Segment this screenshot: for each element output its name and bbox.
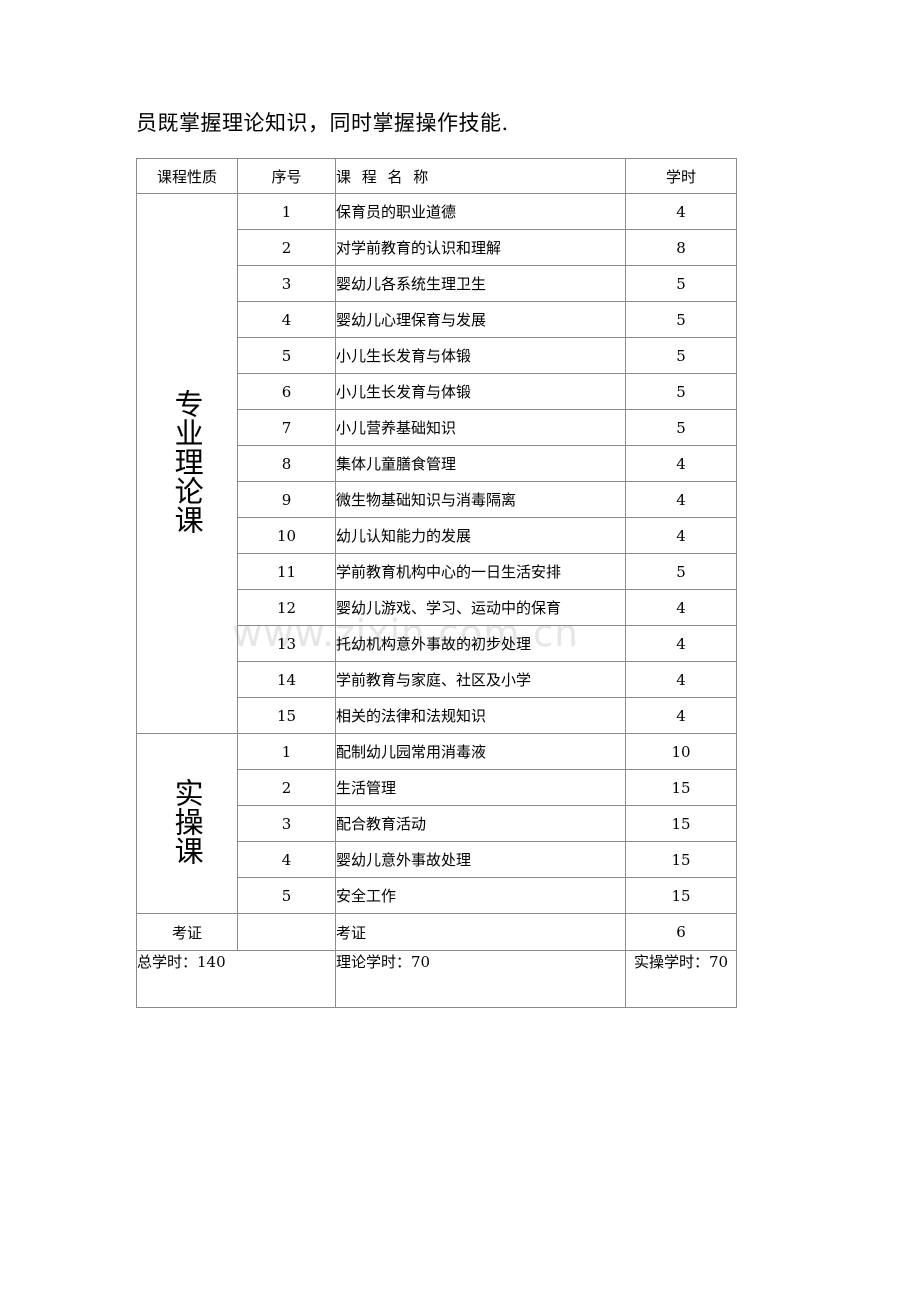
row-index: 5 xyxy=(237,877,336,914)
table-row: 实操课 1 配制幼儿园常用消毒液 10 xyxy=(136,733,737,914)
intro-paragraph: 员既掌握理论知识，同时掌握操作技能. xyxy=(136,111,509,135)
table-row: 6 小儿生长发育与体锻 5 xyxy=(137,373,737,410)
row-course-name: 婴幼儿意外事故处理 xyxy=(335,841,626,878)
row-index: 12 xyxy=(237,589,336,626)
theory-hours: 理论学时：70 xyxy=(335,950,626,1008)
table-row: 9 微生物基础知识与消毒隔离 4 xyxy=(137,481,737,518)
row-hours: 5 xyxy=(625,265,737,302)
exam-nature: 考证 xyxy=(136,913,238,951)
row-hours: 15 xyxy=(625,805,737,842)
row-course-name: 托幼机构意外事故的初步处理 xyxy=(335,625,626,662)
row-hours: 5 xyxy=(625,409,737,446)
exam-course-name: 考证 xyxy=(335,913,626,951)
header-hours: 学时 xyxy=(625,158,737,194)
group-label-practice: 实操课 xyxy=(136,733,238,914)
group-label-theory: 专业理论课 xyxy=(136,193,238,734)
table-row: 3 婴幼儿各系统生理卫生 5 xyxy=(137,265,737,302)
table-row: 5 小儿生长发育与体锻 5 xyxy=(137,337,737,374)
table-row: 7 小儿营养基础知识 5 xyxy=(137,409,737,446)
row-hours: 5 xyxy=(625,301,737,338)
row-course-name: 小儿营养基础知识 xyxy=(335,409,626,446)
row-course-name: 幼儿认知能力的发展 xyxy=(335,517,626,554)
row-hours: 8 xyxy=(625,229,737,266)
row-index: 9 xyxy=(237,481,336,518)
table-row: 5 安全工作 15 xyxy=(137,877,737,914)
table-row: 11 学前教育机构中心的一日生活安排 5 xyxy=(137,553,737,590)
row-hours: 5 xyxy=(625,373,737,410)
row-course-name: 保育员的职业道德 xyxy=(335,193,626,230)
row-index: 14 xyxy=(237,661,336,698)
exam-index xyxy=(237,913,336,951)
row-course-name: 配合教育活动 xyxy=(335,805,626,842)
row-hours: 4 xyxy=(625,193,737,230)
table-row: 专业理论课 1 保育员的职业道德 4 xyxy=(136,193,737,734)
course-schedule-table: 课程性质 序号 课 程 名 称 学时 专业理论课 1 保育员的职业道德 4 2 … xyxy=(136,158,737,1008)
row-course-name: 婴幼儿心理保育与发展 xyxy=(335,301,626,338)
row-hours: 4 xyxy=(625,661,737,698)
table-header-row: 课程性质 序号 课 程 名 称 学时 xyxy=(136,158,737,194)
table-row: 8 集体儿童膳食管理 4 xyxy=(137,445,737,482)
row-hours: 10 xyxy=(625,733,737,770)
row-hours: 4 xyxy=(625,625,737,662)
exam-hours: 6 xyxy=(625,913,737,951)
row-index: 2 xyxy=(237,769,336,806)
row-hours: 4 xyxy=(625,481,737,518)
row-course-name: 学前教育与家庭、社区及小学 xyxy=(335,661,626,698)
header-course-name: 课 程 名 称 xyxy=(335,158,626,194)
exam-row: 考证 考证 6 xyxy=(136,913,737,951)
row-index: 6 xyxy=(237,373,336,410)
group-label-practice-text: 实操课 xyxy=(170,778,205,865)
row-hours: 4 xyxy=(625,697,737,734)
row-course-name: 婴幼儿游戏、学习、运动中的保育 xyxy=(335,589,626,626)
row-hours: 15 xyxy=(625,841,737,878)
row-index: 7 xyxy=(237,409,336,446)
header-index: 序号 xyxy=(237,158,336,194)
row-index: 3 xyxy=(237,805,336,842)
table-row: 14 学前教育与家庭、社区及小学 4 xyxy=(137,661,737,698)
row-course-name: 集体儿童膳食管理 xyxy=(335,445,626,482)
row-course-name: 微生物基础知识与消毒隔离 xyxy=(335,481,626,518)
row-course-name: 小儿生长发育与体锻 xyxy=(335,373,626,410)
total-hours: 总学时：140 xyxy=(136,950,336,1008)
row-course-name: 相关的法律和法规知识 xyxy=(335,697,626,734)
row-hours: 5 xyxy=(625,553,737,590)
row-index: 4 xyxy=(237,841,336,878)
row-course-name: 生活管理 xyxy=(335,769,626,806)
row-course-name: 安全工作 xyxy=(335,877,626,914)
group-label-theory-text: 专业理论课 xyxy=(170,389,205,534)
row-index: 2 xyxy=(237,229,336,266)
table-row: 4 婴幼儿心理保育与发展 5 xyxy=(137,301,737,338)
row-hours: 5 xyxy=(625,337,737,374)
table-row: 4 婴幼儿意外事故处理 15 xyxy=(137,841,737,878)
row-hours: 15 xyxy=(625,877,737,914)
row-index: 8 xyxy=(237,445,336,482)
row-hours: 4 xyxy=(625,445,737,482)
row-index: 3 xyxy=(237,265,336,302)
table-row: 12 婴幼儿游戏、学习、运动中的保育 4 xyxy=(137,589,737,626)
totals-row: 总学时：140 理论学时：70 实操学时：70 xyxy=(136,950,737,1008)
header-nature: 课程性质 xyxy=(136,158,238,194)
row-index: 5 xyxy=(237,337,336,374)
row-index: 10 xyxy=(237,517,336,554)
row-index: 15 xyxy=(237,697,336,734)
row-hours: 4 xyxy=(625,589,737,626)
row-index: 1 xyxy=(237,733,336,770)
row-course-name: 婴幼儿各系统生理卫生 xyxy=(335,265,626,302)
table-row: 2 对学前教育的认识和理解 8 xyxy=(137,229,737,266)
row-course-name: 小儿生长发育与体锻 xyxy=(335,337,626,374)
row-course-name: 学前教育机构中心的一日生活安排 xyxy=(335,553,626,590)
practice-hours: 实操学时：70 xyxy=(625,950,737,1008)
row-hours: 15 xyxy=(625,769,737,806)
row-course-name: 配制幼儿园常用消毒液 xyxy=(335,733,626,770)
row-course-name: 对学前教育的认识和理解 xyxy=(335,229,626,266)
table-row: 15 相关的法律和法规知识 4 xyxy=(137,697,737,734)
table-row: 13 托幼机构意外事故的初步处理 4 xyxy=(137,625,737,662)
row-index: 11 xyxy=(237,553,336,590)
row-hours: 4 xyxy=(625,517,737,554)
row-index: 13 xyxy=(237,625,336,662)
table-row: 2 生活管理 15 xyxy=(137,769,737,806)
row-index: 1 xyxy=(237,193,336,230)
row-index: 4 xyxy=(237,301,336,338)
